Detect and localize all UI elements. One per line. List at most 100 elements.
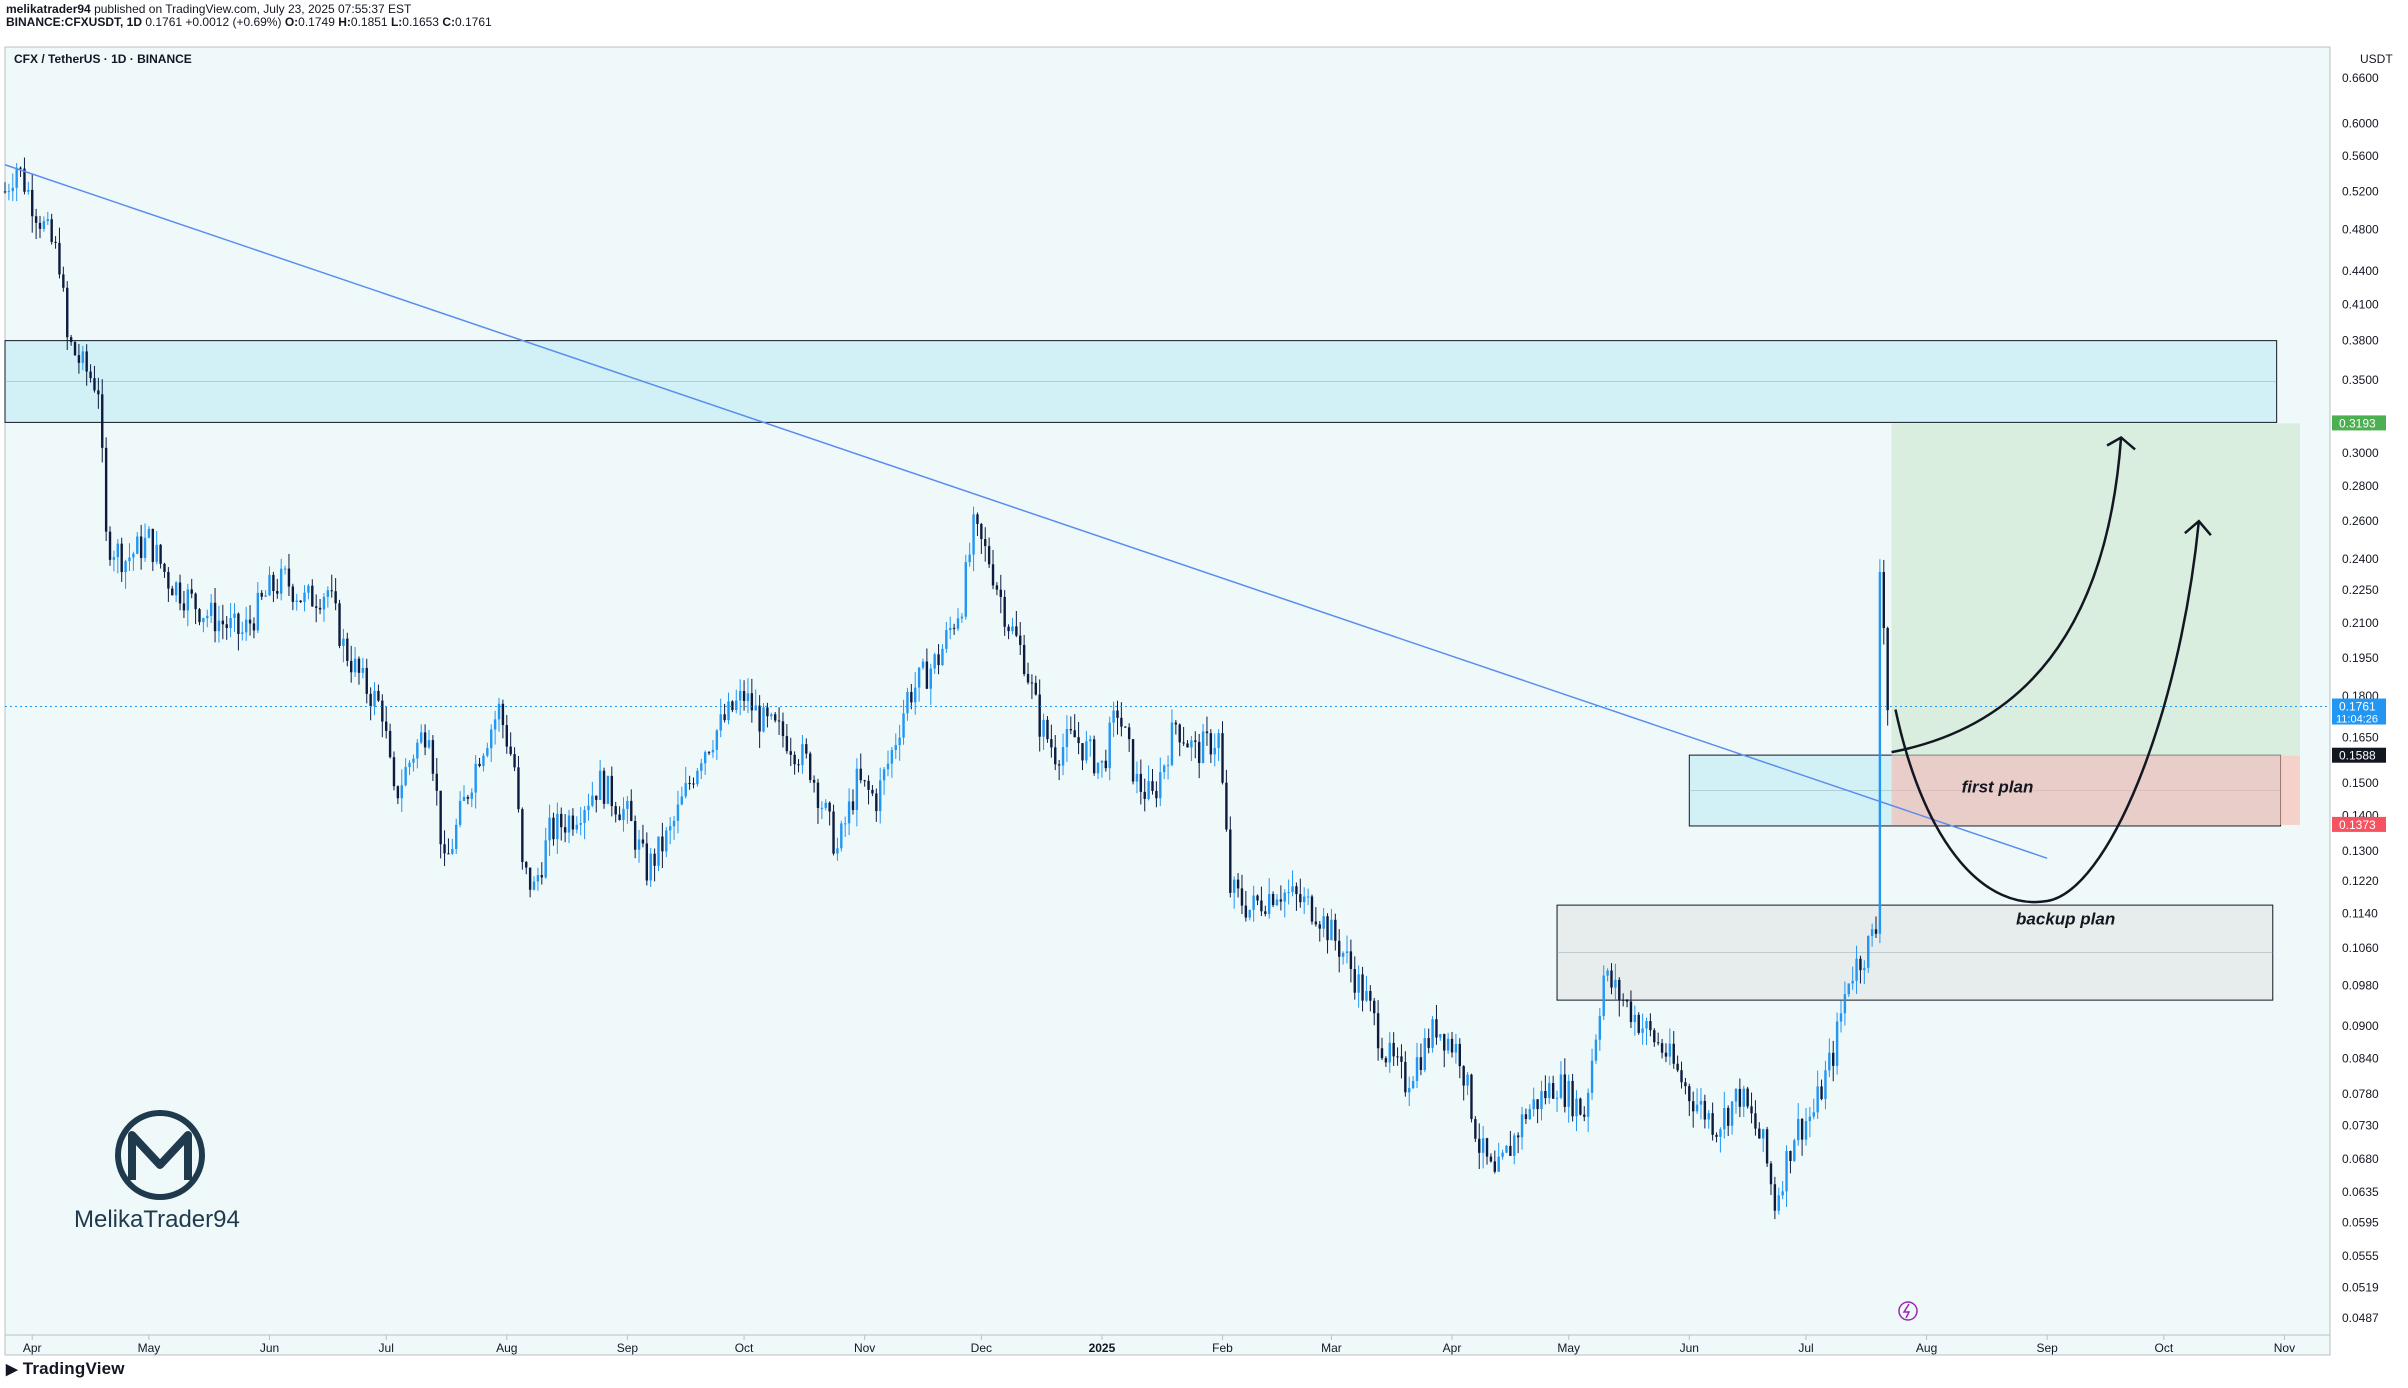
candle-body bbox=[62, 274, 65, 288]
candle-body bbox=[155, 544, 158, 562]
arrowhead-first-plan bbox=[2106, 435, 2136, 451]
candle-body bbox=[248, 619, 252, 624]
candle-body bbox=[1240, 888, 1244, 906]
melika-logo bbox=[115, 1110, 205, 1200]
candle-body bbox=[330, 590, 333, 592]
candle-body bbox=[311, 585, 314, 607]
candle-body bbox=[435, 773, 438, 791]
candle-body bbox=[1143, 791, 1146, 799]
candle-body bbox=[299, 600, 302, 603]
candle-body bbox=[645, 843, 649, 881]
candle-body bbox=[1641, 1028, 1644, 1033]
publisher-meta: published on TradingView.com, July 23, 2… bbox=[90, 2, 412, 16]
candle-body bbox=[1349, 951, 1353, 970]
candle-body bbox=[1789, 1151, 1792, 1162]
y-tick-label: 0.2800 bbox=[2342, 479, 2379, 493]
candle-body bbox=[213, 602, 217, 632]
candle-body bbox=[385, 721, 388, 731]
candle-body bbox=[431, 740, 435, 774]
y-tick-label: 0.0635 bbox=[2342, 1185, 2379, 1199]
price-label-text: 0.1761 bbox=[2339, 700, 2376, 714]
candle-body bbox=[723, 714, 726, 721]
candle-body bbox=[766, 707, 769, 717]
candle-body bbox=[256, 592, 260, 631]
y-axis-unit: USDT bbox=[2360, 52, 2393, 66]
tradingview-brand[interactable]: ▶ TradingView bbox=[6, 1359, 125, 1379]
candle-body bbox=[451, 848, 454, 854]
candle-body bbox=[661, 836, 664, 852]
candle-body bbox=[517, 767, 520, 810]
candle-body bbox=[1812, 1112, 1815, 1117]
candle-body bbox=[1649, 1021, 1652, 1031]
event-icon[interactable] bbox=[1898, 1301, 1918, 1321]
candle-body bbox=[462, 796, 466, 801]
candle-body bbox=[1065, 729, 1069, 748]
candle-body bbox=[1847, 983, 1850, 995]
candle-body bbox=[980, 523, 983, 540]
candle-body bbox=[1567, 1080, 1570, 1107]
y-tick-label: 0.0519 bbox=[2342, 1281, 2379, 1295]
candle-body bbox=[353, 658, 357, 673]
candle-body bbox=[1232, 879, 1236, 893]
candle-body bbox=[1874, 929, 1878, 934]
y-tick-label: 0.1140 bbox=[2342, 906, 2378, 920]
tradingview-logo-icon: ▶ bbox=[6, 1361, 18, 1378]
candle-body bbox=[1738, 1088, 1742, 1107]
candle-body bbox=[1408, 1088, 1411, 1093]
candle-body bbox=[1299, 894, 1302, 903]
candle-body bbox=[914, 687, 917, 703]
candle-body bbox=[493, 719, 497, 730]
candle-body bbox=[750, 693, 754, 711]
candle-body bbox=[314, 606, 318, 608]
candle-body bbox=[552, 817, 555, 840]
candle-body bbox=[536, 875, 540, 882]
candle-body bbox=[1691, 1101, 1695, 1112]
candle-body bbox=[357, 658, 361, 673]
candle-body bbox=[1419, 1057, 1423, 1071]
change: +0.0012 (+0.69%) bbox=[185, 15, 282, 29]
candle-body bbox=[1341, 953, 1345, 957]
candle-body bbox=[1579, 1098, 1582, 1115]
candle-body bbox=[1633, 1014, 1637, 1023]
candle-body bbox=[1104, 760, 1108, 769]
candle-body bbox=[1151, 781, 1154, 791]
candle-body bbox=[1660, 1043, 1664, 1053]
candle-body bbox=[1369, 991, 1372, 1001]
candle-body bbox=[1450, 1038, 1454, 1053]
candle-body bbox=[812, 779, 816, 783]
candle-body bbox=[972, 514, 975, 555]
candle-body bbox=[968, 554, 971, 563]
candle-body bbox=[1715, 1134, 1718, 1137]
candle-body bbox=[1384, 1058, 1388, 1063]
candle-body bbox=[1283, 892, 1286, 902]
candle-body bbox=[735, 700, 738, 711]
candle-body bbox=[217, 620, 221, 632]
candle-body bbox=[976, 514, 979, 524]
candle-body bbox=[1046, 719, 1049, 740]
candle-body bbox=[104, 447, 108, 532]
candle-body bbox=[816, 782, 820, 808]
position-stop-zone[interactable] bbox=[1891, 755, 2300, 825]
candle-body bbox=[501, 703, 505, 726]
candle-body bbox=[46, 219, 49, 222]
x-tick-label: Jul bbox=[379, 1341, 394, 1355]
candle-body bbox=[1291, 886, 1294, 893]
candle-body bbox=[785, 736, 789, 752]
candle-body bbox=[1287, 892, 1290, 894]
candle-body bbox=[1695, 1104, 1699, 1112]
candle-body bbox=[560, 813, 563, 828]
candle-body bbox=[1548, 1083, 1551, 1099]
candle-body bbox=[1326, 916, 1329, 941]
candle-body bbox=[423, 732, 427, 748]
candle-body bbox=[1423, 1038, 1426, 1071]
candle-body bbox=[1730, 1101, 1734, 1126]
candle-body bbox=[1610, 970, 1613, 988]
candle-body bbox=[1108, 722, 1111, 769]
trendline[interactable] bbox=[4, 164, 2048, 859]
position-target-zone[interactable] bbox=[1891, 423, 2300, 756]
candle-body bbox=[186, 589, 190, 611]
candle-body bbox=[1229, 829, 1232, 893]
candle-body bbox=[1388, 1042, 1391, 1063]
candle-body bbox=[1625, 1000, 1629, 1002]
